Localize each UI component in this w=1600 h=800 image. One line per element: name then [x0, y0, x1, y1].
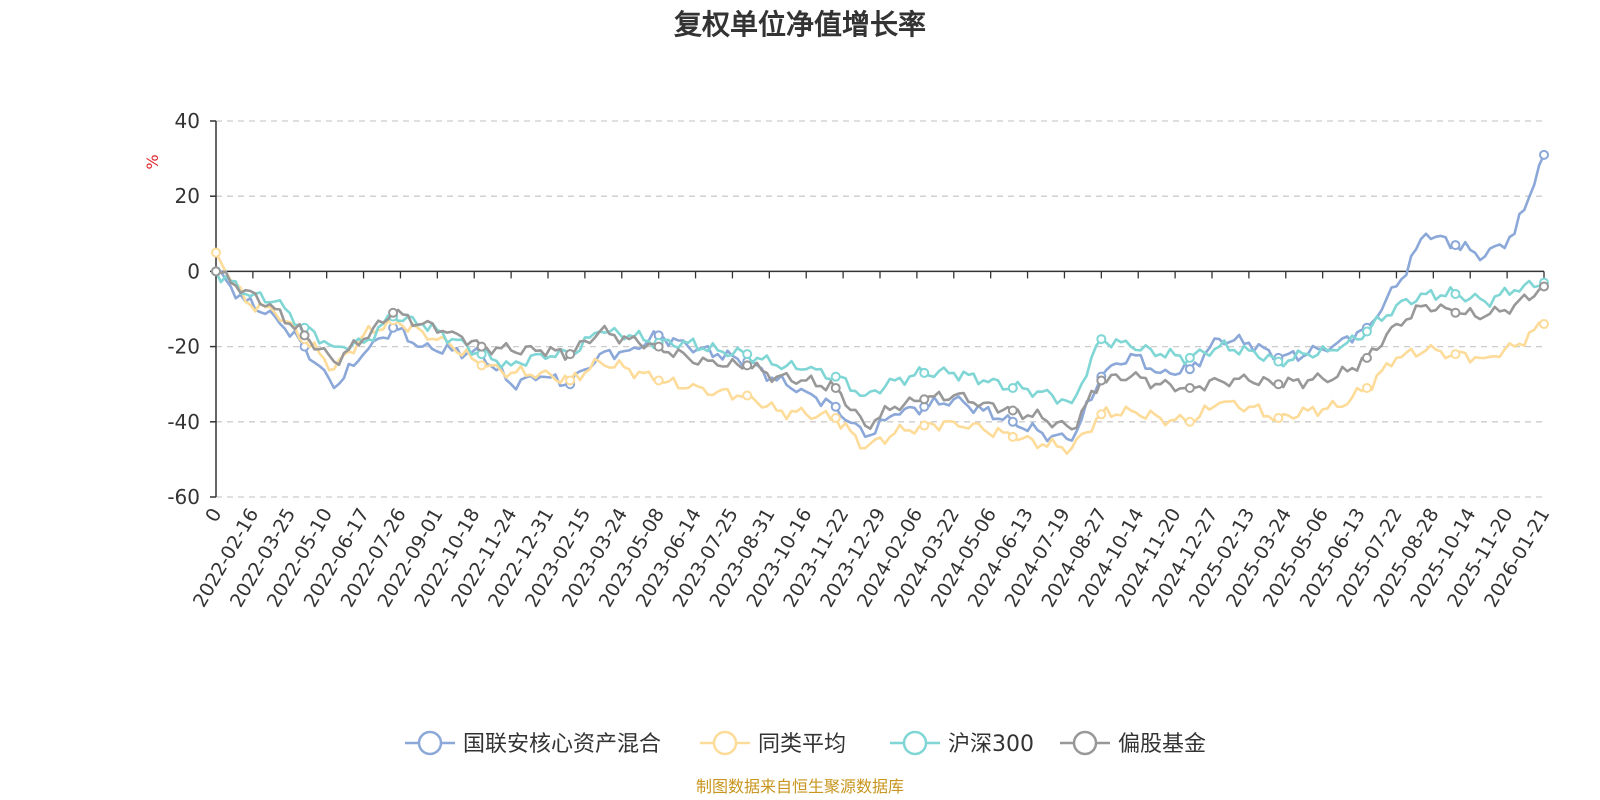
series-point [742, 390, 753, 401]
series-point [1539, 281, 1549, 292]
series-point [1273, 379, 1284, 390]
series-point [653, 375, 664, 386]
series-point [1096, 334, 1107, 345]
series-point [1096, 375, 1107, 386]
legend-marker [712, 730, 738, 756]
y-tick-label: 40 [175, 109, 200, 133]
y-tick-label: 20 [175, 184, 200, 208]
series-point [1007, 405, 1018, 416]
series-point [919, 420, 930, 431]
series-point [1184, 416, 1195, 427]
source-note: 制图数据来自恒生聚源数据库 [696, 777, 904, 796]
legend-marker [417, 730, 443, 756]
y-tick-label: -60 [167, 485, 200, 509]
series-line [215, 270, 1545, 431]
y-tick-label: -20 [167, 335, 200, 359]
chart-title: 复权单位净值增长率 [674, 8, 926, 41]
series-point [299, 330, 310, 341]
series-point [830, 382, 841, 393]
legend-marker [902, 730, 928, 756]
series-point [476, 341, 487, 352]
series-point [1007, 382, 1018, 393]
grid-lines [216, 120, 1544, 498]
y-tick-label: -40 [167, 410, 200, 434]
series-point [1007, 431, 1018, 442]
legend-label: 沪深300 [948, 732, 1034, 757]
legend-item[interactable]: 偏股基金 [1060, 730, 1206, 757]
series-point [388, 307, 399, 318]
series-point [830, 371, 841, 382]
legend-item[interactable]: 国联安核心资产混合 [405, 730, 661, 757]
series-point [742, 360, 753, 371]
series-point [1184, 364, 1195, 375]
series-point [1273, 356, 1284, 367]
series-point [1007, 416, 1018, 427]
y-tick-label: 0 [187, 259, 200, 283]
series-point [1539, 149, 1549, 160]
series-point [1361, 326, 1372, 337]
series-point [1539, 319, 1549, 330]
series-point [919, 394, 930, 405]
x-tick-label: 0 [201, 505, 226, 526]
series-point [1184, 382, 1195, 393]
series-point [742, 349, 753, 360]
series-point [1361, 352, 1372, 363]
series-point [1184, 352, 1195, 363]
legend-item[interactable]: 同类平均 [700, 730, 846, 757]
y-axis: 40 20 0 -20 -40 -60 [167, 109, 217, 509]
series-point [565, 349, 576, 360]
series-lines [211, 149, 1549, 456]
legend-marker [1072, 730, 1098, 756]
series-point [1096, 409, 1107, 420]
legend-label: 国联安核心资产混合 [463, 732, 661, 757]
series-point [830, 413, 841, 424]
legend-label: 偏股基金 [1118, 732, 1206, 757]
legend-item[interactable]: 沪深300 [890, 730, 1034, 757]
y-axis-unit: % [143, 154, 162, 169]
series-point [1450, 307, 1461, 318]
series-point [1450, 349, 1461, 360]
legend: 国联安核心资产混合 同类平均 沪深300 偏股基金 [405, 730, 1206, 757]
legend-label: 同类平均 [758, 732, 846, 757]
series-point [565, 375, 576, 386]
series-line [214, 252, 1545, 456]
series-point [1361, 382, 1372, 393]
series-point [211, 247, 221, 258]
series-point [653, 341, 664, 352]
series-point [919, 367, 930, 378]
series-point [1450, 240, 1461, 251]
series-line [216, 154, 1546, 443]
series-point [1450, 288, 1461, 299]
series-point [476, 360, 487, 371]
series-point [211, 266, 221, 277]
series-point [1273, 413, 1284, 424]
series-point [830, 401, 841, 412]
